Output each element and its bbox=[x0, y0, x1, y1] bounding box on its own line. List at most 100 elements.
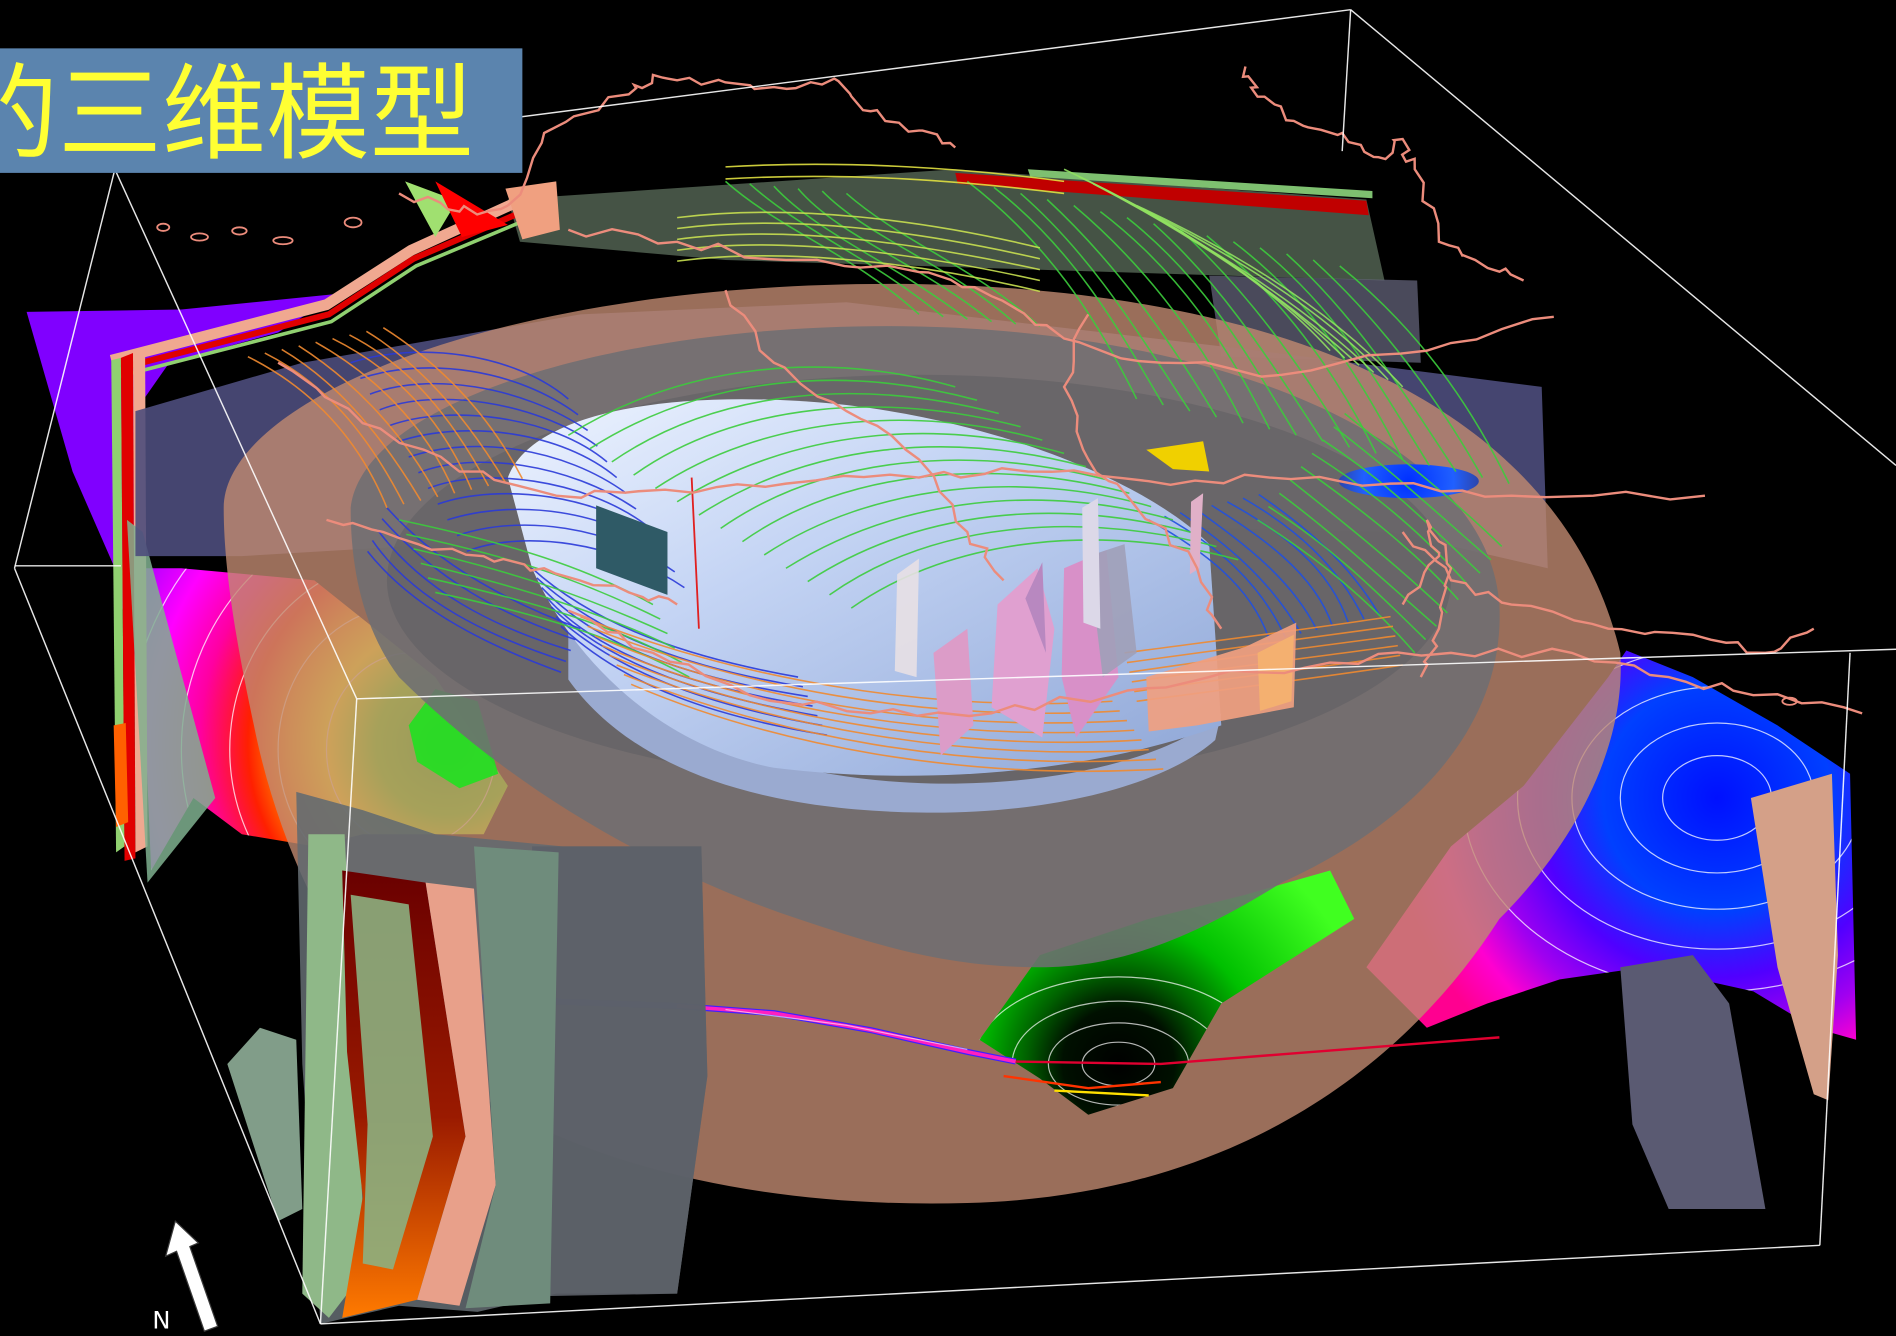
top-left-red-wedge bbox=[435, 181, 508, 237]
boundary-line bbox=[724, 289, 1005, 582]
fault-plane-rose bbox=[1189, 493, 1204, 575]
sheet-orange bbox=[113, 723, 129, 827]
sheet-edge-red bbox=[112, 210, 522, 373]
contour-line bbox=[1195, 508, 1318, 631]
contour-line bbox=[386, 507, 581, 630]
left-stacked-sheets bbox=[109, 181, 560, 883]
tan-right-strip bbox=[1750, 773, 1838, 1101]
contour-line bbox=[763, 486, 1152, 556]
inner-bowl-underside bbox=[568, 628, 1222, 813]
pit-horizon-surface bbox=[979, 870, 1355, 1115]
contour-line bbox=[406, 533, 661, 620]
fault-plane-teal bbox=[596, 505, 668, 595]
box-edge bbox=[319, 698, 358, 1324]
contour-line bbox=[797, 188, 993, 323]
boundary-line bbox=[326, 518, 678, 606]
contour-line bbox=[281, 348, 422, 501]
island-outline bbox=[231, 226, 248, 236]
contour-line bbox=[427, 577, 683, 664]
contour-line bbox=[966, 180, 1138, 400]
contour-line bbox=[1179, 229, 1351, 448]
contour-line bbox=[413, 548, 668, 635]
contour-line bbox=[1136, 204, 1404, 388]
title-banner: 的三维模型 bbox=[0, 48, 523, 175]
contour-line bbox=[1322, 439, 1481, 574]
contour-line bbox=[601, 644, 1135, 734]
contour-line bbox=[1164, 515, 1287, 638]
contour-line bbox=[1286, 253, 1457, 472]
island-outline bbox=[190, 232, 209, 242]
island-outline bbox=[156, 222, 171, 232]
contour-line bbox=[807, 512, 1195, 583]
contour-line bbox=[677, 244, 1041, 282]
trace-white bbox=[725, 1008, 968, 1051]
slate-front-panel bbox=[532, 846, 708, 1297]
contour-line bbox=[993, 186, 1164, 406]
contour-line bbox=[720, 459, 1108, 530]
contour-line bbox=[389, 414, 608, 463]
contour-line bbox=[332, 337, 473, 490]
contour-line bbox=[1121, 197, 1389, 381]
contour-line bbox=[1333, 426, 1492, 561]
contour-line bbox=[1311, 452, 1470, 587]
contour-line bbox=[1344, 412, 1503, 548]
north-label: N bbox=[152, 1307, 170, 1335]
title-banner-background bbox=[0, 48, 523, 173]
back-green-strip bbox=[1027, 169, 1373, 199]
fault-plane-pink bbox=[933, 628, 974, 756]
contour-line bbox=[420, 562, 676, 649]
island-outline bbox=[1781, 696, 1798, 706]
contour-line bbox=[609, 654, 1142, 744]
contour-line bbox=[264, 352, 405, 505]
pale-green-lower-panel bbox=[227, 1027, 303, 1222]
contour-line bbox=[349, 334, 490, 487]
contour-line bbox=[676, 432, 1065, 503]
contour-line bbox=[677, 211, 1041, 249]
boundary-line bbox=[1062, 313, 1223, 630]
yellow-patch bbox=[1146, 441, 1210, 472]
contour-line bbox=[850, 539, 1239, 609]
red-borehole-line bbox=[690, 477, 700, 629]
contour-line bbox=[677, 233, 1041, 271]
box-edge bbox=[1819, 652, 1851, 1246]
contour-line bbox=[1126, 217, 1297, 436]
contour-line bbox=[1107, 190, 1375, 373]
contour-line bbox=[1257, 519, 1416, 654]
contour-line bbox=[379, 398, 598, 447]
boundary-line bbox=[1241, 66, 1525, 282]
contour-line bbox=[654, 419, 1043, 490]
boundary-line bbox=[507, 73, 957, 207]
contour-line bbox=[677, 255, 1041, 293]
sage-panel bbox=[465, 846, 559, 1309]
boundary-lines bbox=[277, 66, 1863, 718]
contour-line bbox=[1242, 497, 1365, 620]
fault-plane-white bbox=[1082, 498, 1101, 629]
left-pale-green-panel bbox=[126, 519, 216, 883]
title-banner-text: 的三维模型 bbox=[0, 53, 474, 175]
box-edge bbox=[13, 169, 116, 569]
boundary-line bbox=[398, 192, 509, 216]
contour-line bbox=[1278, 492, 1438, 627]
box-edge bbox=[1341, 9, 1352, 152]
contour-line bbox=[382, 326, 524, 480]
contour-line bbox=[594, 635, 1128, 724]
contour-line bbox=[677, 222, 1041, 260]
fault-plane-grey bbox=[1088, 544, 1137, 678]
fault-plane-salmon bbox=[1146, 622, 1297, 732]
grey-right-panel bbox=[1620, 955, 1766, 1210]
contour-line bbox=[829, 525, 1217, 596]
front-left-panels bbox=[227, 791, 708, 1324]
contour-line bbox=[1046, 198, 1218, 418]
contour-line bbox=[725, 175, 1065, 195]
pit-red-line bbox=[1003, 1074, 1161, 1090]
contour-line bbox=[1268, 505, 1427, 641]
boundary-line bbox=[277, 361, 1706, 501]
contour-line bbox=[749, 183, 944, 318]
contour-line bbox=[366, 550, 562, 673]
contour-line bbox=[1289, 479, 1448, 614]
contour-line bbox=[1148, 519, 1271, 642]
pit-yellow-line bbox=[1054, 1089, 1149, 1097]
contour-line bbox=[611, 392, 999, 463]
box-edge bbox=[356, 648, 1896, 700]
contour-line bbox=[315, 341, 456, 494]
